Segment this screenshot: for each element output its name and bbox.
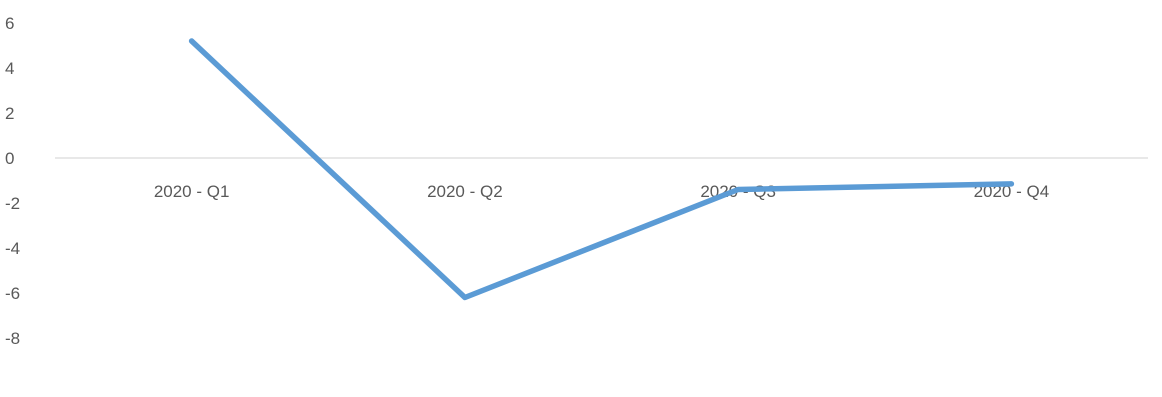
- y-tick-label: -6: [5, 284, 20, 303]
- y-tick-label: -4: [5, 239, 20, 258]
- data-point: [1008, 181, 1014, 187]
- series-line: [188, 38, 1015, 301]
- x-category-label: 2020 - Q1: [154, 182, 230, 201]
- y-tick-label: 0: [5, 149, 14, 168]
- y-tick-label: 2: [5, 104, 14, 123]
- series-group: [188, 38, 1015, 301]
- y-tick-label: -8: [5, 329, 20, 348]
- y-tick-label: -2: [5, 194, 20, 213]
- y-tick-label: 6: [5, 14, 14, 33]
- data-point: [189, 38, 195, 44]
- data-point: [735, 187, 741, 192]
- data-point: [462, 295, 468, 300]
- y-axis-tick-labels: 6 4 2 0 -2 -4 -6 -8: [5, 14, 20, 348]
- y-tick-label: 4: [5, 59, 14, 78]
- x-category-label: 2020 - Q2: [427, 182, 503, 201]
